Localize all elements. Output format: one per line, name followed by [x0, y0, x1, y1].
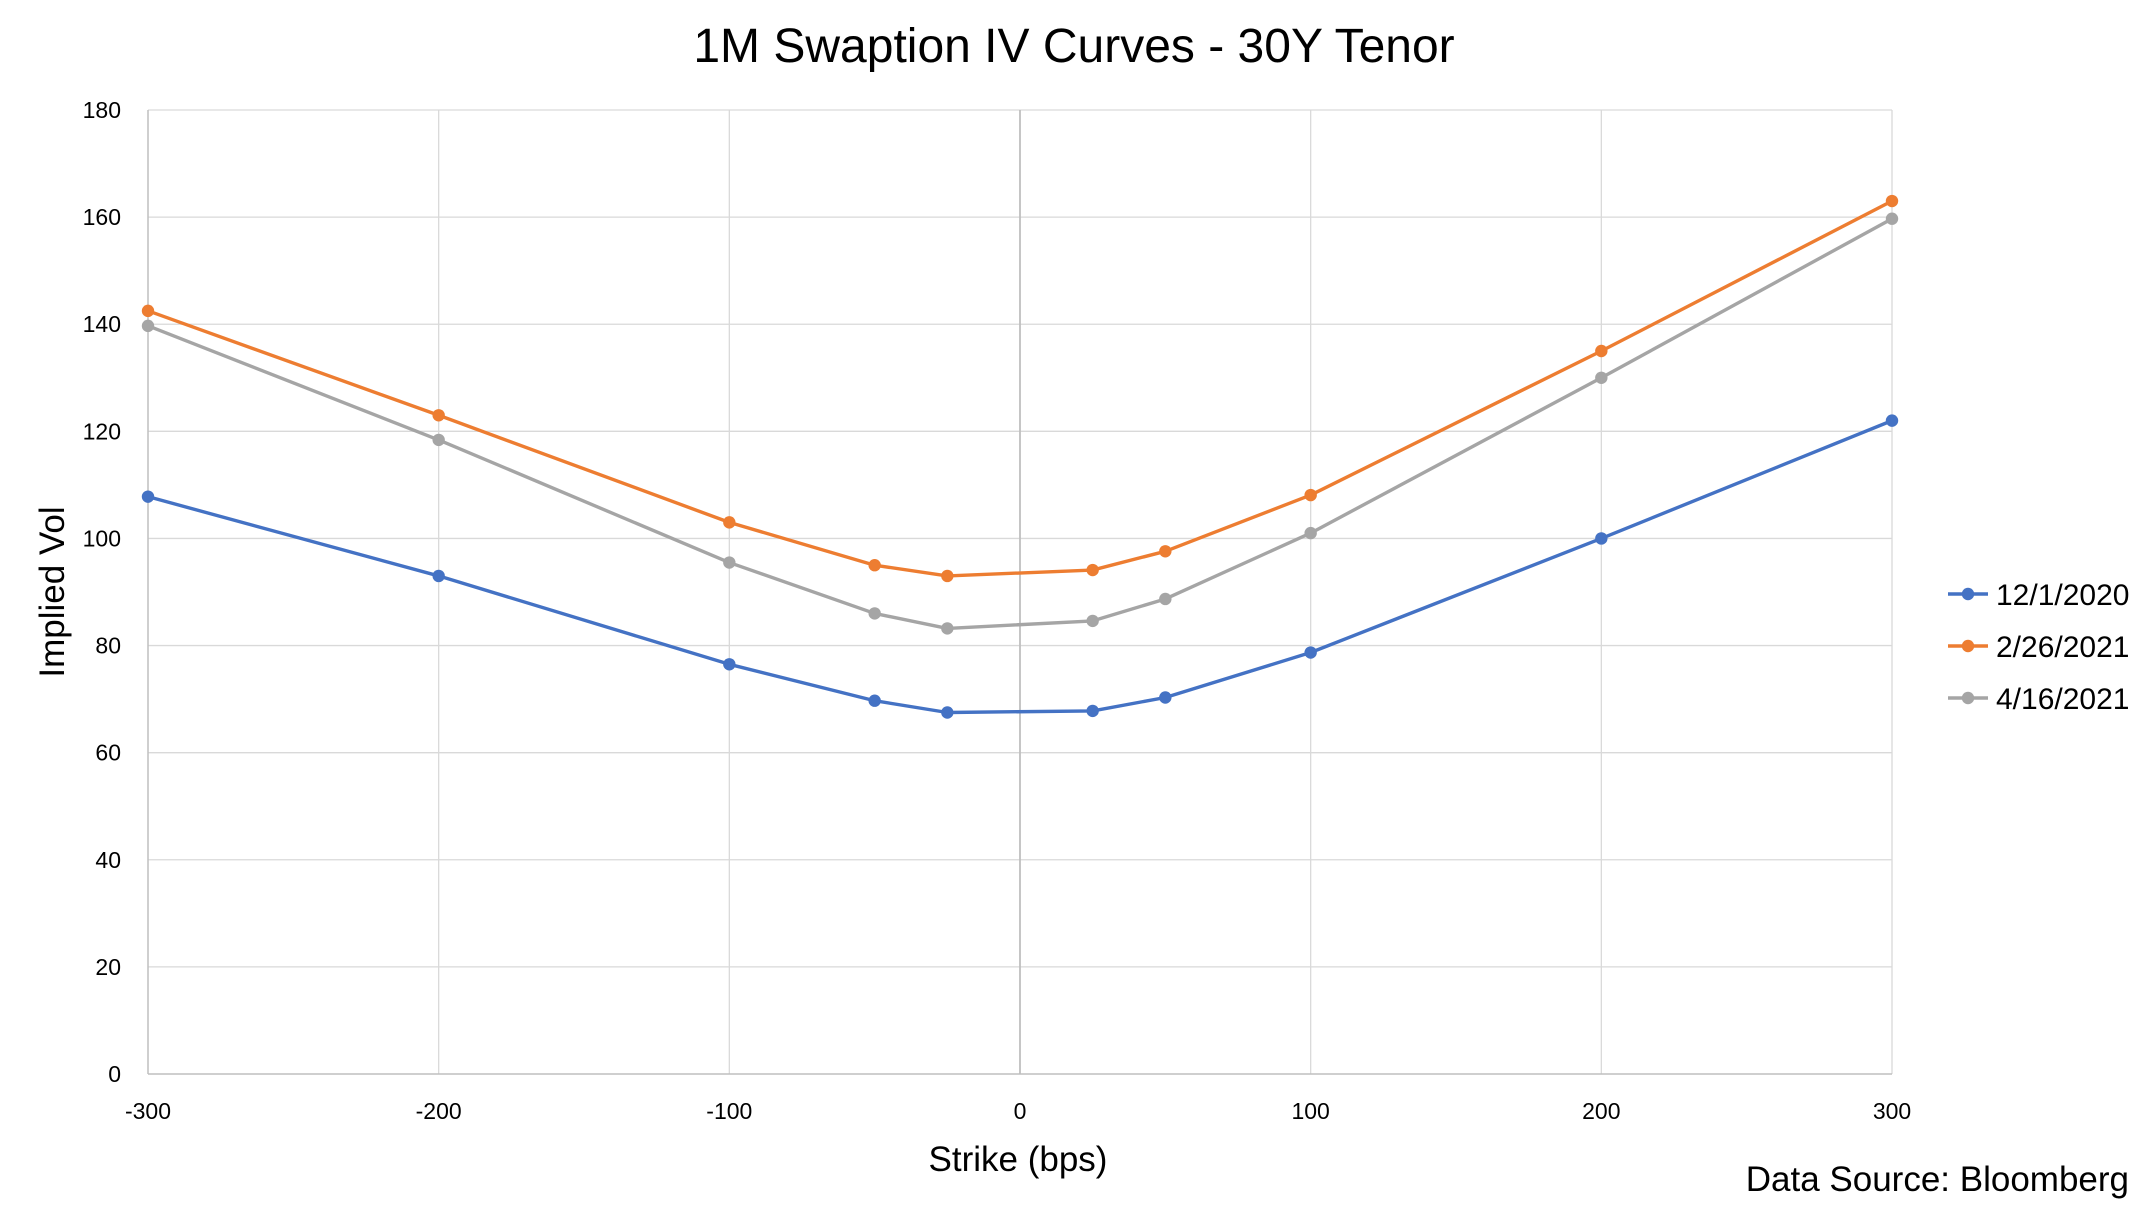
series-1-point — [1595, 532, 1608, 545]
y-tick-label: 160 — [83, 204, 121, 230]
series-2-point — [941, 569, 954, 583]
series-1-point — [1086, 704, 1099, 718]
y-tick-label: 40 — [95, 847, 121, 873]
y-tick-label: 80 — [95, 633, 121, 659]
series-3-point — [1086, 614, 1099, 628]
series-3-point — [1595, 371, 1608, 384]
y-tick-label: 60 — [95, 740, 121, 766]
series-2-point — [1159, 545, 1172, 558]
x-tick-label: -200 — [416, 1098, 462, 1124]
series-3-point — [941, 622, 954, 635]
series-1-point — [1885, 414, 1899, 427]
legend: 12/1/2020 2/26/2021 4/16/2021 — [1948, 579, 2129, 716]
y-tick-label: 120 — [83, 418, 121, 444]
series-3-point — [868, 607, 881, 620]
axes — [147, 110, 1892, 1075]
series-2-point — [141, 304, 155, 318]
tick-labels: 0 20 40 60 80 100 120 140 160 180 -300 -200 -100 0 100… — [83, 97, 1912, 1124]
series-3-point — [1885, 212, 1899, 225]
y-axis-label: Implied Vol — [33, 506, 72, 677]
series-line-2 — [146, 199, 1894, 578]
x-tick-label: 0 — [1014, 1098, 1027, 1124]
source-note: Data Source: Bloomberg — [1746, 1160, 2129, 1199]
x-axis-label: Strike (bps) — [929, 1140, 1108, 1179]
legend-label-2: 2/26/2021 — [1996, 631, 2129, 664]
series-1-point — [432, 569, 445, 583]
series-2-point — [1086, 563, 1099, 577]
legend-marker-1 — [1961, 587, 1975, 601]
series-1-point — [941, 706, 954, 719]
series-3-point — [723, 556, 736, 569]
series-2-point — [868, 559, 881, 572]
series-1-point — [1159, 691, 1172, 704]
series-2-point — [1595, 344, 1608, 358]
x-tick-label: -100 — [706, 1098, 752, 1124]
legend-label-1: 12/1/2020 — [1996, 579, 2129, 612]
series-1-point — [723, 658, 736, 671]
data-points — [141, 194, 1899, 719]
series-3-point — [432, 433, 445, 447]
series-line-3 — [146, 217, 1894, 631]
legend-marker-2 — [1961, 639, 1975, 653]
y-tick-label: 100 — [83, 525, 121, 551]
x-tick-label: -300 — [125, 1098, 171, 1124]
series-1-point — [868, 694, 881, 707]
series-2-point — [723, 516, 736, 529]
series-line-1 — [146, 418, 1894, 715]
legend-label-3: 4/16/2021 — [1996, 683, 2129, 716]
y-tick-label: 0 — [108, 1061, 121, 1087]
series-3-point — [1304, 526, 1317, 540]
series-1-point — [1304, 646, 1317, 659]
series-3-point — [1159, 592, 1172, 606]
y-tick-label: 140 — [83, 311, 121, 337]
series-lines — [146, 199, 1894, 715]
series-3-point — [141, 319, 155, 333]
chart-title: 1M Swaption IV Curves - 30Y Tenor — [693, 20, 1454, 73]
series-2-point — [1304, 488, 1317, 502]
series-2-point — [1885, 194, 1899, 208]
x-tick-label: 200 — [1582, 1098, 1620, 1124]
x-tick-label: 100 — [1291, 1098, 1329, 1124]
y-tick-label: 20 — [95, 954, 121, 980]
series-1-point — [141, 490, 155, 503]
y-tick-label: 180 — [83, 97, 121, 123]
x-tick-label: 300 — [1873, 1098, 1911, 1124]
legend-marker-3 — [1961, 691, 1975, 705]
series-2-point — [432, 409, 445, 422]
gridlines — [148, 109, 1893, 1074]
